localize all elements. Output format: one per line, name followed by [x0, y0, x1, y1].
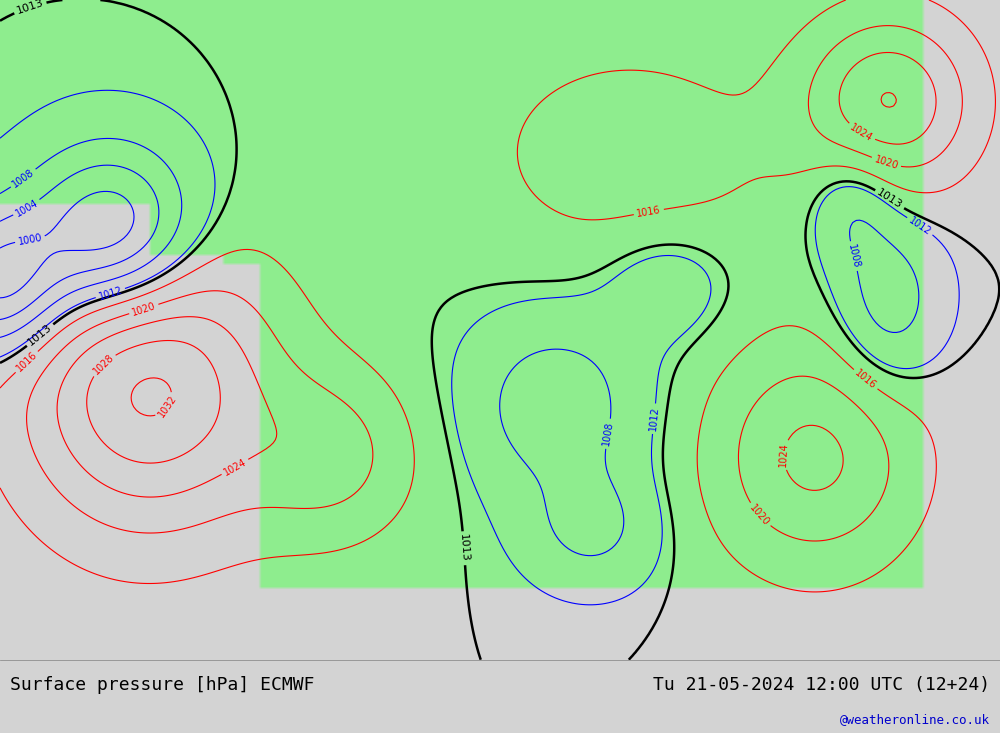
Text: Surface pressure [hPa] ECMWF: Surface pressure [hPa] ECMWF [10, 677, 314, 694]
Text: 1032: 1032 [157, 394, 179, 419]
Text: 1013: 1013 [15, 0, 45, 16]
Text: @weatheronline.co.uk: @weatheronline.co.uk [840, 712, 990, 726]
Text: 1008: 1008 [601, 421, 615, 446]
Text: 1020: 1020 [131, 301, 157, 317]
Text: 1013: 1013 [875, 188, 904, 211]
Text: 1004: 1004 [14, 197, 40, 218]
Text: 1020: 1020 [748, 503, 771, 528]
Text: 1013: 1013 [26, 323, 54, 348]
Text: 1024: 1024 [848, 122, 874, 143]
Text: 1028: 1028 [91, 353, 116, 377]
Text: 1024: 1024 [222, 457, 248, 477]
Text: Tu 21-05-2024 12:00 UTC (12+24): Tu 21-05-2024 12:00 UTC (12+24) [653, 677, 990, 694]
Text: 1016: 1016 [636, 205, 662, 219]
Text: 1016: 1016 [853, 368, 878, 391]
Text: 1013: 1013 [458, 534, 470, 562]
Text: 1016: 1016 [14, 350, 39, 374]
Text: 1012: 1012 [97, 284, 124, 301]
Text: 1008: 1008 [11, 167, 36, 190]
Text: 1012: 1012 [907, 215, 933, 237]
Text: 1000: 1000 [17, 232, 43, 247]
Text: 1012: 1012 [648, 406, 660, 432]
Text: 1008: 1008 [846, 243, 862, 269]
Text: 1024: 1024 [778, 442, 790, 468]
Text: 1020: 1020 [873, 154, 899, 172]
